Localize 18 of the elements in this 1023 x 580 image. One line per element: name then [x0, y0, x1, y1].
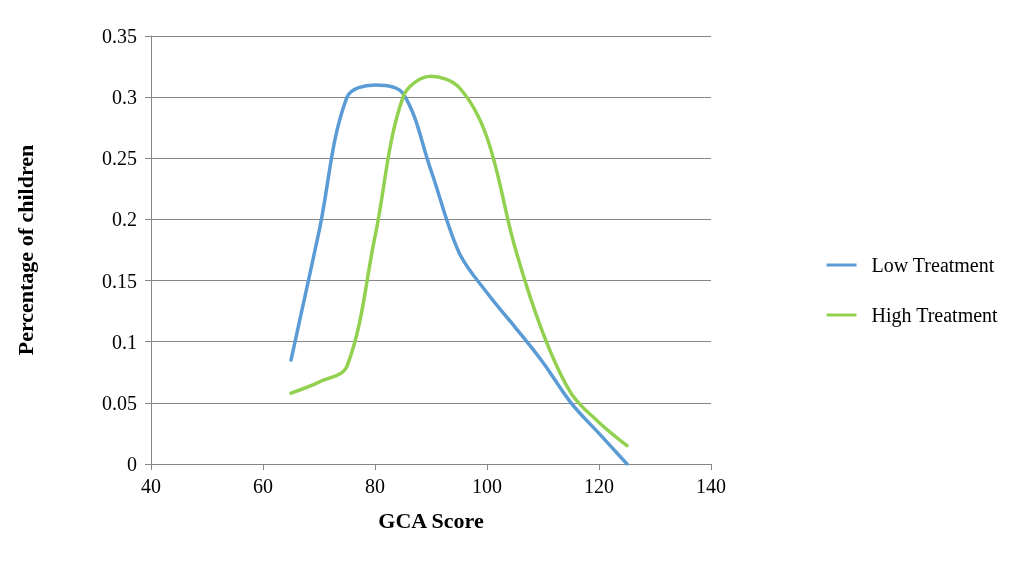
y-tick-label: 0.05 — [102, 391, 137, 414]
y-tick-label: 0 — [127, 453, 137, 475]
y-tick-label: 0.25 — [102, 147, 137, 170]
y-axis-title: Percentage of children — [12, 144, 38, 356]
x-tick-label: 40 — [141, 475, 161, 497]
x-tick-label: 100 — [472, 475, 502, 497]
y-tick-label: 0.15 — [102, 269, 137, 292]
x-tick-label: 120 — [584, 475, 614, 497]
x-tick-label: 140 — [696, 475, 726, 497]
y-tick-label: 0.1 — [112, 330, 137, 353]
legend-label: High Treatment — [871, 304, 999, 327]
y-tick-label: 0.35 — [102, 25, 137, 47]
x-axis-title: GCA Score — [378, 507, 484, 533]
x-tick-label: 80 — [365, 475, 385, 497]
legend-label: Low Treatment — [871, 254, 995, 276]
y-tick-label: 0.3 — [112, 86, 137, 109]
x-tick-label: 60 — [253, 475, 273, 497]
y-tick-label: 0.2 — [112, 208, 137, 231]
